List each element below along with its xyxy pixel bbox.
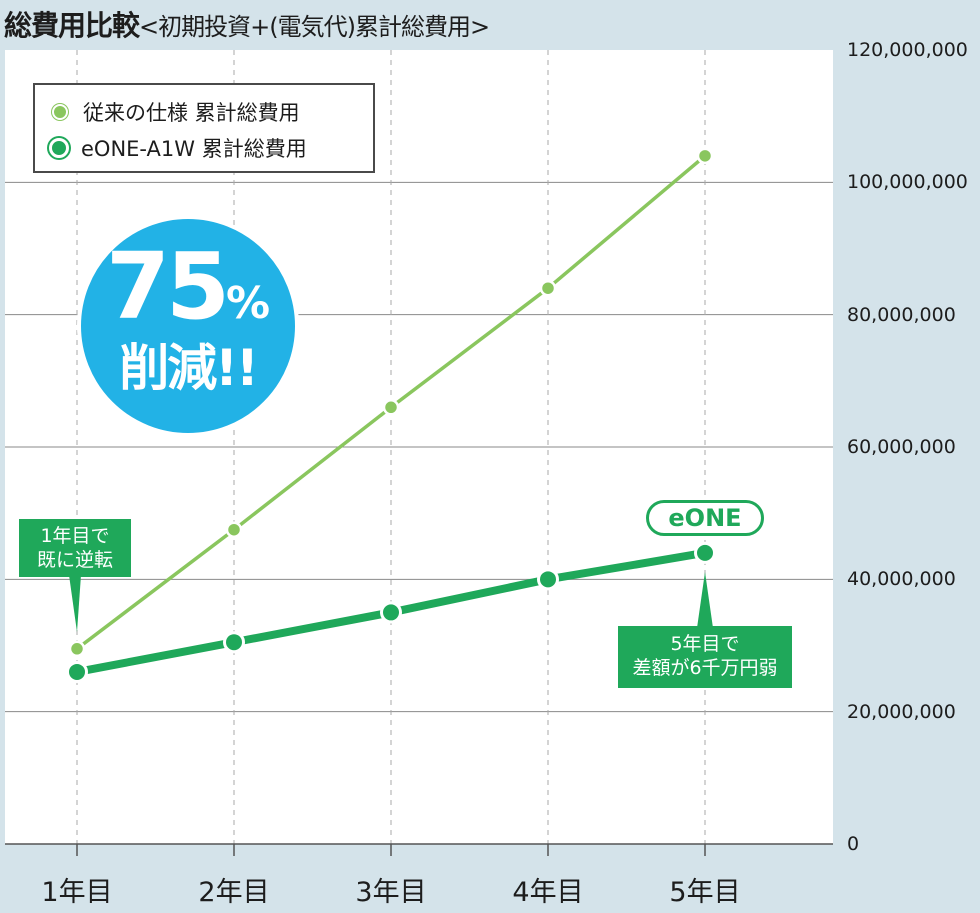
- callout-year1: 1年目で 既に逆転: [19, 519, 131, 577]
- data-point: [694, 541, 716, 564]
- chart-title-main: 総費用比較: [4, 9, 140, 42]
- reduction-badge: 75% 削減!!: [77, 215, 299, 437]
- legend-label-old: 従来の仕様 累計総費用: [83, 101, 300, 125]
- legend-item-old: 従来の仕様 累計総費用: [49, 94, 373, 130]
- x-tick-label: 4年目: [512, 877, 584, 908]
- y-tick-label: 80,000,000: [847, 303, 956, 326]
- y-tick-label: 60,000,000: [847, 436, 956, 458]
- chart-title-sub: <初期投資+(電気代)累計総費用>: [139, 13, 490, 41]
- y-tick-label: 20,000,000: [847, 700, 956, 723]
- callout-year1-line1: 1年目で: [40, 525, 110, 547]
- vertical-gridlines: [76, 50, 706, 856]
- y-tick-label: 40,000,000: [847, 568, 956, 591]
- data-point: [537, 568, 559, 591]
- legend-dot-new-icon: [49, 138, 69, 158]
- x-tick-label: 2年目: [198, 877, 270, 908]
- callout-pointer-year1: [69, 575, 81, 632]
- data-point: [696, 147, 714, 165]
- reduction-percent: 75%: [81, 241, 295, 333]
- reduction-percent-sign: %: [225, 278, 271, 329]
- data-point: [225, 521, 243, 538]
- data-point: [223, 631, 245, 654]
- chart-title: 総費用比較<初期投資+(電気代)累計総費用>: [4, 4, 490, 44]
- y-tick-label: 0: [847, 833, 860, 855]
- data-point: [382, 399, 400, 416]
- data-point: [380, 601, 402, 624]
- data-point: [66, 660, 88, 683]
- callout-year1-line2: 既に逆転: [36, 549, 113, 571]
- reduction-word: 削減!!: [119, 339, 259, 397]
- x-tick-label: 5年目: [669, 877, 741, 908]
- y-tick-label: 120,000,000: [847, 39, 968, 61]
- horizontal-gridlines: [5, 181, 833, 713]
- callout-pointer-year5: [697, 572, 713, 628]
- series-eone: [66, 541, 716, 683]
- callout-year5: 5年目で 差額が6千万円弱: [618, 626, 792, 688]
- legend-label-new: eONE-A1W 累計総費用: [81, 137, 307, 161]
- x-tick-label: 3年目: [355, 877, 427, 908]
- callout-year5-line1: 5年目で: [670, 633, 740, 655]
- data-point: [539, 279, 557, 297]
- series-old-spec: [68, 147, 714, 658]
- legend-item-new: eONE-A1W 累計総費用: [49, 130, 373, 166]
- data-point: [68, 640, 86, 658]
- x-tick-label: 1年目: [41, 877, 113, 908]
- legend-dot-old-icon: [52, 104, 68, 120]
- eone-tag: eONE: [646, 500, 764, 536]
- callout-year5-line2: 差額が6千万円弱: [632, 657, 778, 679]
- legend: 従来の仕様 累計総費用 eONE-A1W 累計総費用: [33, 83, 375, 173]
- y-tick-label: 100,000,000: [847, 171, 968, 194]
- reduction-percent-value: 75: [105, 233, 230, 340]
